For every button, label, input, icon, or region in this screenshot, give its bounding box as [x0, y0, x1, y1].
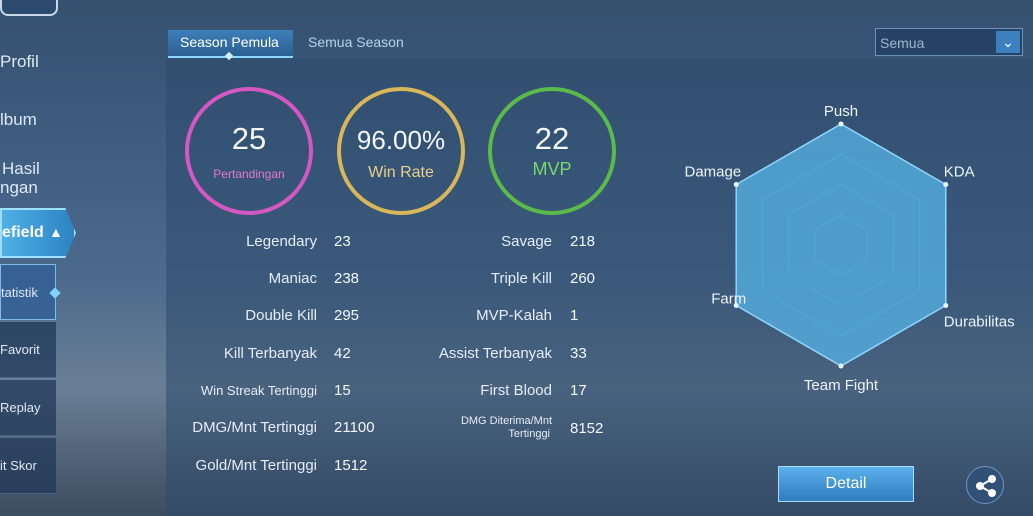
stat-label: Legendary: [246, 233, 317, 250]
radar-label-kda: KDA: [944, 164, 975, 181]
radar-label-farm: Farm: [711, 291, 746, 308]
winrate-circle: 96.00% Win Rate: [337, 87, 465, 215]
detail-button[interactable]: Detail: [778, 466, 914, 502]
sidebar-sub-label: Favorit: [0, 342, 40, 357]
radar-point-team-fight: [838, 363, 844, 369]
performance-radar-chart: Push KDA Durabilitas Team Fight Farm Damage: [685, 103, 1015, 394]
sidebar-sub-label: tatistik: [1, 285, 38, 300]
stat-label-line: Tertinggi: [508, 428, 550, 440]
sidebar-item-album[interactable]: lbum: [0, 110, 90, 129]
winrate-value: 96.00%: [356, 125, 446, 155]
stat-label: Assist Terbanyak: [438, 345, 552, 362]
sidebar-item-profil[interactable]: Profil: [0, 52, 90, 71]
stat-label: Gold/Mnt Tertinggi: [195, 457, 317, 474]
winrate-label: Win Rate: [368, 164, 434, 181]
stat-value: 15: [334, 382, 351, 399]
chevron-up-icon: ▲: [49, 224, 63, 240]
matches-label: Pertandingan: [213, 167, 285, 181]
sidebar-item-label: ngan: [0, 178, 38, 197]
sidebar-sub-replay[interactable]: Replay: [0, 380, 56, 436]
stat-value: 260: [570, 270, 596, 287]
stat-value: 295: [334, 307, 360, 324]
stat-label: Kill Terbanyak: [223, 345, 317, 362]
stat-value: 21100: [334, 419, 375, 436]
tab-semua-season[interactable]: Semua Season: [308, 34, 404, 50]
season-filter-dropdown[interactable]: Semua ⌄: [875, 28, 1023, 56]
sidebar-item-label: Profil: [0, 52, 39, 71]
stat-label: DMG/Mnt Tertinggi: [192, 419, 317, 436]
dropdown-value: Semua: [880, 35, 925, 51]
mvp-circle: 22 MVP: [488, 87, 616, 215]
stat-value: 8152: [570, 420, 604, 437]
radar-points: [733, 121, 949, 369]
stat-label: DMG Diterima/Mnt Tertinggi: [392, 415, 552, 441]
stat-label-line: DMG Diterima/Mnt: [460, 415, 552, 427]
radar-point-farm: [733, 303, 739, 308]
mvp-label: MVP: [532, 159, 572, 179]
stat-label: Triple Kill: [490, 270, 552, 287]
radar-point-durabilitas: [943, 303, 949, 308]
stat-value: 42: [334, 345, 351, 362]
stat-label: Savage: [501, 233, 552, 250]
share-button[interactable]: [966, 466, 1004, 504]
radar-point-push: [838, 121, 844, 127]
sidebar-sub-skor[interactable]: it Skor: [0, 438, 56, 494]
mvp-count: 22: [534, 121, 570, 156]
stat-label: Maniac: [268, 270, 317, 287]
sidebar-sub-favorit[interactable]: Favorit: [0, 322, 56, 378]
matches-circle: 25 Pertandingan: [185, 87, 313, 215]
sidebar-item-label: lbum: [0, 110, 37, 129]
sidebar-sub-statistik[interactable]: tatistik: [0, 264, 61, 320]
stat-value: 238: [334, 270, 360, 287]
sidebar-sub-label: it Skor: [0, 458, 37, 473]
radar-label-damage: Damage: [685, 164, 742, 181]
sidebar-item-battlefield[interactable]: efield ▲: [0, 208, 76, 258]
sidebar-sub-label: Replay: [0, 400, 41, 415]
share-icon: [976, 475, 996, 497]
stat-value: 23: [334, 233, 351, 250]
chevron-down-icon: ⌄: [996, 31, 1020, 53]
stat-value: 1: [570, 307, 579, 324]
back-button[interactable]: [0, 0, 58, 16]
stat-value: 17: [570, 382, 587, 399]
radar-labels: Push KDA Durabilitas Team Fight Farm Damage: [685, 103, 1015, 394]
top-bar: [0, 0, 1033, 18]
stat-label: Double Kill: [245, 307, 317, 324]
stat-value: 1512: [334, 457, 368, 474]
stat-label: First Blood: [480, 382, 552, 399]
sidebar-item-label: Hasil: [2, 159, 40, 178]
stat-value: 33: [570, 345, 587, 362]
stat-label: MVP-Kalah: [476, 307, 552, 324]
sidebar-item-hasil-pertandingan[interactable]: Hasil ngan: [0, 159, 90, 197]
matches-count: 25: [231, 121, 267, 156]
stat-value: 218: [570, 233, 596, 250]
radar-point-damage: [733, 182, 739, 187]
radar-value-shape: [735, 123, 947, 367]
stat-label: Win Streak Tertinggi: [200, 383, 317, 398]
radar-label-push: Push: [824, 103, 858, 120]
sidebar-item-label: efield: [2, 224, 44, 241]
radar-point-kda: [943, 182, 949, 187]
radar-label-durabilitas: Durabilitas: [944, 314, 1015, 331]
radar-label-team-fight: Team Fight: [804, 377, 879, 394]
